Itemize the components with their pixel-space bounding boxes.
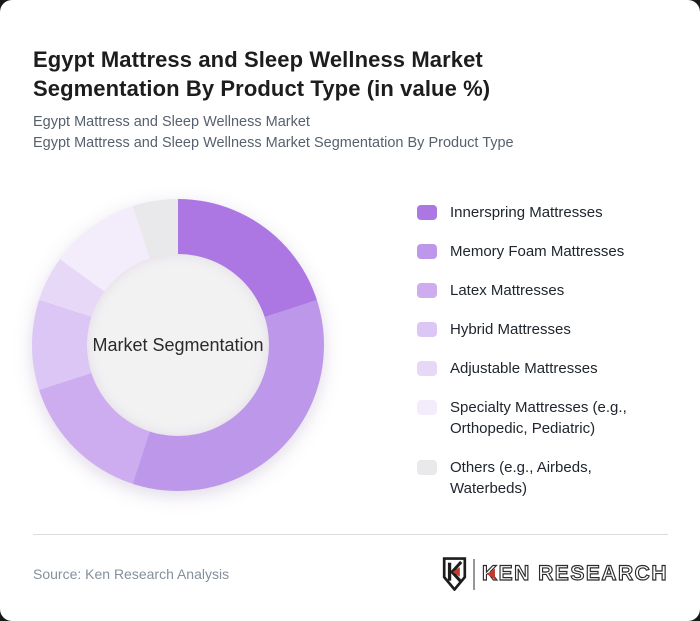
legend-item: Adjustable Mattresses (417, 358, 665, 379)
footer-divider (33, 534, 668, 535)
footer: Source: Ken Research Analysis KEN RESEAR… (33, 552, 668, 596)
donut-hole: Market Segmentation (87, 254, 269, 436)
brand-k-red-wedge (486, 568, 495, 580)
legend-item: Innerspring Mattresses (417, 202, 665, 223)
legend-label: Memory Foam Mattresses (450, 243, 625, 260)
legend-item: Hybrid Mattresses (417, 319, 665, 340)
legend-swatch (417, 244, 437, 259)
legend-label: Latex Mattresses (450, 282, 565, 299)
logo-separator (472, 558, 475, 590)
ken-research-logo: KEN RESEARCH (442, 557, 668, 591)
shield-k-icon (442, 557, 467, 591)
legend-label: Specialty Mattresses (e.g., Orthopedic, … (450, 399, 627, 437)
brand-text: KEN RESEARCH (481, 561, 668, 585)
legend-swatch (417, 361, 437, 376)
legend-swatch (417, 283, 437, 298)
legend-item: Others (e.g., Airbeds, Waterbeds) (417, 457, 665, 499)
donut-chart: Market Segmentation (32, 199, 324, 491)
legend-item: Specialty Mattresses (e.g., Orthopedic, … (417, 397, 665, 439)
legend-label: Innerspring Mattresses (450, 204, 603, 221)
legend-swatch (417, 205, 437, 220)
chart-legend: Innerspring Mattresses Memory Foam Mattr… (417, 202, 665, 499)
brand-wordmark: KEN RESEARCH (481, 561, 668, 586)
page-title: Egypt Mattress and Sleep Wellness Market… (33, 46, 491, 101)
donut-center-label: Market Segmentation (92, 334, 264, 355)
legend-label: Others (e.g., Airbeds, Waterbeds) (450, 459, 592, 497)
legend-label: Hybrid Mattresses (450, 321, 571, 338)
subtitle: Egypt Mattress and Sleep Wellness Market… (33, 112, 653, 154)
legend-item: Memory Foam Mattresses (417, 241, 665, 262)
legend-item: Latex Mattresses (417, 280, 665, 301)
subtitle-line-2: Egypt Mattress and Sleep Wellness Market… (33, 135, 514, 151)
subtitle-line-1: Egypt Mattress and Sleep Wellness Market (33, 114, 310, 130)
donut-chart-area: Market Segmentation (32, 199, 324, 491)
legend-swatch (417, 460, 437, 475)
source-text: Source: Ken Research Analysis (33, 566, 230, 582)
legend-swatch (417, 322, 437, 337)
legend-swatch (417, 400, 437, 415)
legend-label: Adjustable Mattresses (450, 360, 598, 377)
